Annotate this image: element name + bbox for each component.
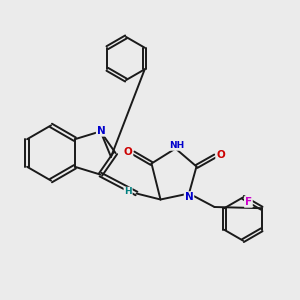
Text: N: N: [184, 192, 194, 202]
Text: O: O: [124, 146, 133, 157]
Text: O: O: [216, 149, 225, 160]
Text: H: H: [124, 188, 132, 196]
Text: NH: NH: [169, 141, 184, 150]
Text: N: N: [97, 126, 106, 136]
Text: F: F: [245, 197, 252, 207]
